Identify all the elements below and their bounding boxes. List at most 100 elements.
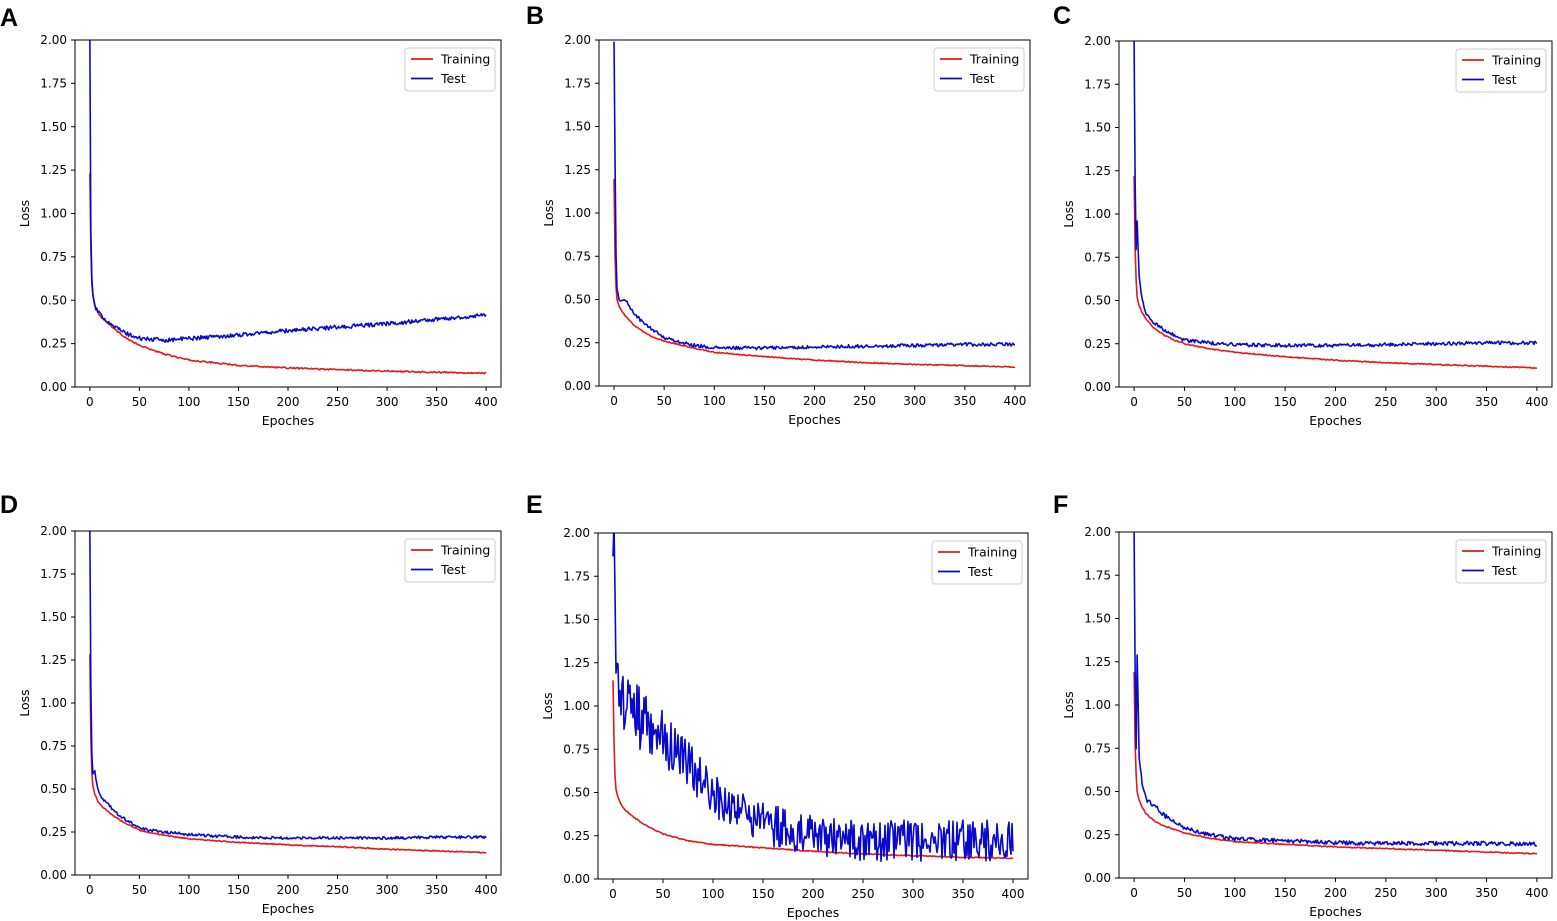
y-tick-label: 0.00 [40, 380, 67, 394]
legend-label-test: Test [1491, 72, 1517, 87]
x-tick-label: 350 [1475, 886, 1498, 900]
x-axis-label: Epoches [1309, 904, 1361, 919]
y-tick-label: 0.25 [40, 825, 67, 839]
legend-label-test: Test [1491, 563, 1517, 578]
y-axis-label: Loss [1061, 691, 1076, 718]
y-tick-label: 2.00 [40, 33, 67, 47]
legend-label-test: Test [440, 71, 466, 86]
series-line-training [613, 178, 1016, 369]
legend-label-test: Test [969, 71, 995, 86]
series-line-training [1133, 672, 1538, 855]
x-tick-label: 50 [132, 883, 147, 897]
y-tick-label: 1.00 [564, 206, 591, 220]
y-tick-label: 1.25 [563, 656, 590, 670]
x-tick-label: 300 [376, 395, 399, 409]
x-tick-label: 300 [1425, 395, 1448, 409]
legend: Training Test [1455, 539, 1547, 584]
y-tick-label: 1.75 [563, 569, 590, 583]
y-tick-label: 2.00 [563, 526, 590, 540]
y-axis-label: Loss [540, 692, 555, 719]
series-line-test [612, 533, 1014, 863]
x-tick-label: 100 [177, 883, 200, 897]
legend-label-training: Training [440, 52, 490, 67]
x-axis-label: Epoches [262, 413, 314, 428]
y-tick-label: 0.00 [563, 872, 590, 886]
chart-panel-e: E 0 50 100 150 200 250 300 350 400 0.00 0.25 0.50 0.7… [526, 491, 1029, 920]
series-line-training [1133, 176, 1537, 370]
y-tick-label: 1.50 [40, 120, 67, 134]
x-tick-label: 350 [953, 394, 976, 408]
series-group [1133, 532, 1538, 855]
y-tick-label: 0.25 [40, 337, 67, 351]
x-tick-label: 400 [1004, 394, 1027, 408]
x-tick-label: 350 [1475, 395, 1498, 409]
legend-label-training: Training [1491, 53, 1541, 68]
x-tick-label: 300 [902, 887, 925, 901]
y-axis-label: Loss [17, 689, 32, 716]
y-tick-label: 0.25 [563, 829, 590, 843]
x-axis-label: Epoches [788, 412, 840, 427]
series-group [89, 40, 487, 375]
x-tick-label: 250 [853, 394, 876, 408]
panel-letter: D [0, 491, 18, 519]
y-tick-label: 0.00 [1084, 871, 1111, 885]
y-tick-label: 0.75 [40, 250, 67, 264]
y-tick-label: 0.75 [564, 249, 591, 263]
series-line-test [1133, 41, 1538, 349]
x-tick-label: 250 [326, 395, 349, 409]
y-tick-label: 2.00 [1084, 525, 1111, 539]
legend: Training Test [933, 47, 1025, 92]
x-tick-label: 100 [702, 887, 725, 901]
chart-panel-b: B 0 50 100 150 200 250 300 350 400 0.00 0.25 0.50 0.7… [526, 2, 1031, 427]
series-group [1133, 41, 1538, 370]
x-tick-label: 400 [475, 883, 498, 897]
legend: Training Test [1455, 48, 1547, 93]
series-group [89, 531, 487, 854]
plot-frame [1118, 40, 1553, 388]
series-line-training [89, 654, 487, 854]
x-tick-label: 150 [753, 394, 776, 408]
y-tick-label: 1.00 [1084, 698, 1111, 712]
y-tick-label: 0.25 [1084, 828, 1111, 842]
x-tick-label: 50 [1177, 886, 1192, 900]
y-tick-label: 2.00 [564, 33, 591, 47]
panel-letter: C [1053, 2, 1071, 30]
y-tick-label: 1.25 [40, 163, 67, 177]
series-group [613, 41, 1016, 369]
x-tick-label: 300 [903, 394, 926, 408]
chart-panel-f: F 0 50 100 150 200 250 300 350 400 0.00 0.25 0.50 0.7… [1053, 491, 1553, 919]
x-tick-label: 150 [227, 883, 250, 897]
x-tick-label: 0 [609, 887, 617, 901]
x-tick-label: 250 [852, 887, 875, 901]
y-axis-label: Loss [1061, 200, 1076, 227]
y-tick-label: 1.50 [563, 613, 590, 627]
x-tick-label: 200 [1324, 395, 1347, 409]
x-tick-label: 100 [177, 395, 200, 409]
series-line-test [1133, 532, 1538, 847]
x-tick-label: 0 [610, 394, 618, 408]
y-tick-label: 0.25 [1084, 337, 1111, 351]
x-tick-label: 300 [1425, 886, 1448, 900]
panel-letter: F [1053, 491, 1068, 519]
chart-panel-c: C 0 50 100 150 200 250 300 350 400 0.00 0.25 0.50 0.7… [1053, 2, 1553, 428]
series-line-training [89, 173, 487, 375]
x-tick-label: 100 [1223, 395, 1246, 409]
x-axis-label: Epoches [262, 901, 314, 916]
legend-label-training: Training [440, 543, 490, 558]
y-tick-label: 1.75 [564, 76, 591, 90]
y-tick-label: 1.00 [1084, 207, 1111, 221]
x-tick-label: 200 [802, 887, 825, 901]
plot-frame [598, 39, 1031, 387]
x-tick-label: 150 [1274, 886, 1297, 900]
y-tick-label: 1.50 [40, 610, 67, 624]
x-tick-label: 300 [376, 883, 399, 897]
x-tick-label: 0 [1130, 886, 1138, 900]
x-tick-label: 200 [277, 883, 300, 897]
y-tick-label: 0.50 [40, 293, 67, 307]
y-tick-label: 1.75 [40, 567, 67, 581]
y-tick-label: 1.25 [1084, 164, 1111, 178]
legend: Training Test [931, 540, 1023, 585]
x-tick-label: 0 [86, 883, 94, 897]
y-tick-label: 1.00 [40, 207, 67, 221]
x-axis-label: Epoches [1309, 413, 1361, 428]
